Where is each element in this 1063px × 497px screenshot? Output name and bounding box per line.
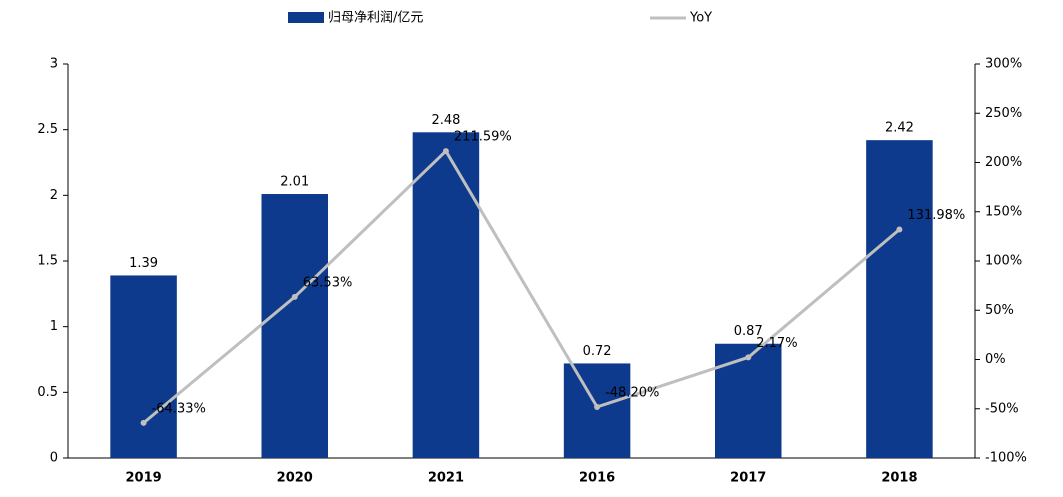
y-tick-label: 0 xyxy=(50,451,58,466)
y-tick-label: 0.5 xyxy=(37,385,58,400)
y2-tick-label: -50% xyxy=(985,401,1019,416)
yoy-point xyxy=(140,419,147,426)
y2-tick-label: 300% xyxy=(985,57,1022,72)
y-tick-label: 1.5 xyxy=(37,254,58,269)
bar-value-label: 0.87 xyxy=(734,324,763,339)
bar-value-label: 2.48 xyxy=(431,113,460,128)
yoy-value-label: 63.53% xyxy=(303,275,353,290)
bar-value-label: 2.42 xyxy=(885,121,914,136)
bar xyxy=(110,275,177,458)
yoy-value-label: -64.33% xyxy=(152,401,206,416)
yoy-value-label: 2.17% xyxy=(756,336,797,351)
y2-tick-label: -100% xyxy=(985,451,1027,466)
y-tick-label: 2.5 xyxy=(37,122,58,137)
y-tick-label: 1 xyxy=(50,319,58,334)
yoy-point xyxy=(291,293,298,300)
x-tick-label: 2017 xyxy=(730,471,766,486)
yoy-point xyxy=(594,403,601,410)
yoy-value-label: -48.20% xyxy=(605,385,659,400)
yoy-point xyxy=(745,354,752,361)
y2-tick-label: 250% xyxy=(985,106,1022,121)
y2-tick-label: 0% xyxy=(985,352,1006,367)
bar xyxy=(714,343,782,458)
x-tick-label: 2021 xyxy=(428,471,464,486)
bar xyxy=(261,194,329,458)
y2-tick-label: 150% xyxy=(985,204,1022,219)
y-tick-label: 2 xyxy=(50,188,58,203)
yoy-value-label: 211.59% xyxy=(454,130,512,145)
bar-value-label: 0.72 xyxy=(583,344,612,359)
y2-tick-label: 50% xyxy=(985,303,1014,318)
bar xyxy=(563,363,631,458)
yoy-line xyxy=(142,148,901,425)
bar-value-label: 2.01 xyxy=(280,175,309,190)
yoy-point xyxy=(442,148,449,155)
x-tick-label: 2016 xyxy=(579,471,615,486)
yoy-point xyxy=(896,226,903,233)
y2-tick-label: 100% xyxy=(985,254,1022,269)
bar xyxy=(412,132,480,458)
bar-value-label: 1.39 xyxy=(129,256,158,271)
legend-swatch xyxy=(288,12,324,23)
yoy-value-label: 131.98% xyxy=(907,208,965,223)
x-tick-label: 2018 xyxy=(881,471,917,486)
bar xyxy=(866,140,933,458)
legend-label: YoY xyxy=(689,11,712,26)
legend-label: 归母净利润/亿元 xyxy=(328,11,423,26)
x-tick-label: 2019 xyxy=(125,471,161,486)
y2-tick-label: 200% xyxy=(985,155,1022,170)
x-tick-label: 2020 xyxy=(277,471,313,486)
y-tick-label: 3 xyxy=(50,57,58,72)
